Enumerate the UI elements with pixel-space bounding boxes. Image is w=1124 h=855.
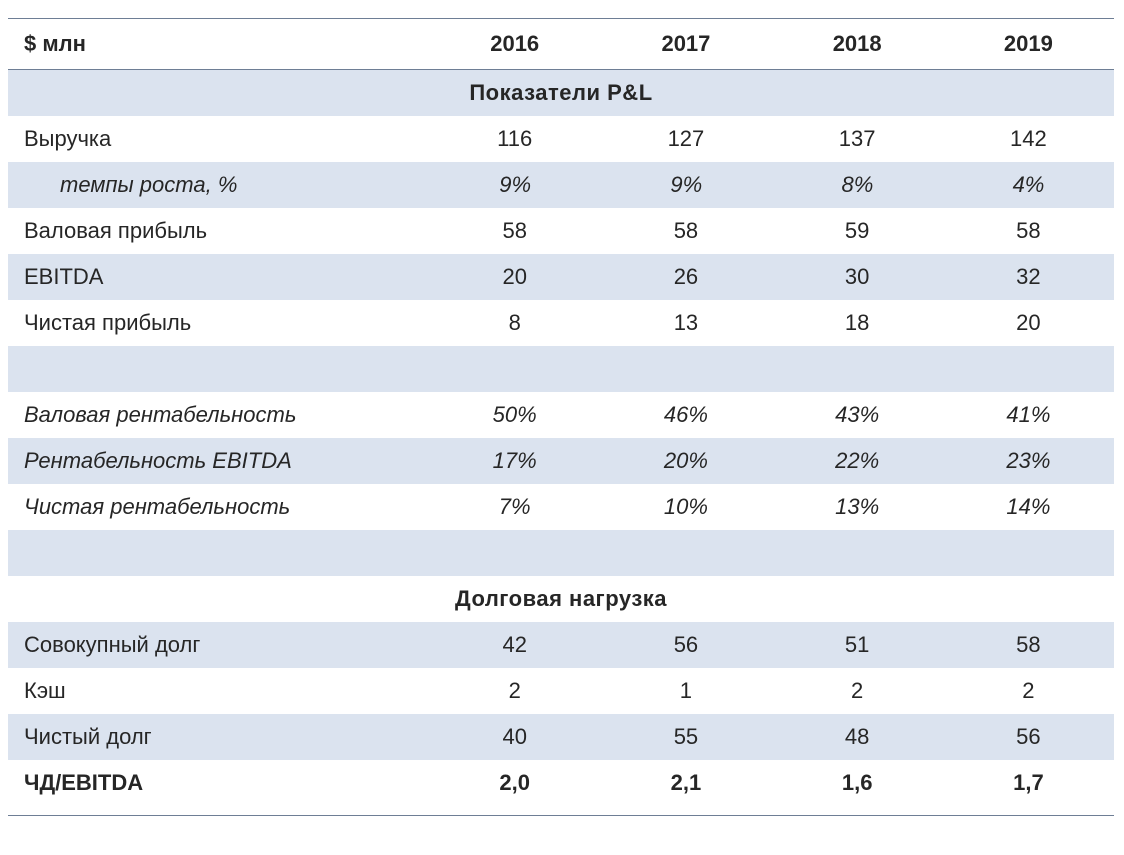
value-cell: 127: [667, 126, 705, 151]
section-debt: Долговая нагрузка: [8, 576, 1114, 622]
value-cell: 1: [679, 678, 693, 703]
value-cell: 17%: [492, 448, 537, 473]
table-row-cash: Кэш 2 1 2 2: [8, 668, 1114, 714]
value-cell: 42: [502, 632, 527, 657]
value-cell: 18: [844, 310, 870, 335]
value-cell: 10%: [663, 494, 708, 519]
row-label: Чистая рентабельность: [24, 494, 291, 519]
section-debt-title: Долговая нагрузка: [455, 586, 667, 611]
table-row-net-debt: Чистый долг 40 55 48 56: [8, 714, 1114, 760]
value-cell: 137: [838, 126, 876, 151]
row-label: Рентабельность EBITDA: [24, 448, 292, 473]
value-cell: 7%: [498, 494, 531, 519]
table-row-growth: темпы роста, % 9% 9% 8% 4%: [8, 162, 1114, 208]
table-row-nd-ebitda: ЧД/EBITDA 2,0 2,1 1,6 1,7: [8, 760, 1114, 806]
table-row-ebitda-margin: Рентабельность EBITDA 17% 20% 22% 23%: [8, 438, 1114, 484]
table-row-net-margin: Чистая рентабельность 7% 10% 13% 14%: [8, 484, 1114, 530]
section-pl: Показатели P&L: [8, 70, 1114, 116]
table-bottom-rule: [8, 815, 1114, 816]
value-cell: 46%: [663, 402, 708, 427]
value-cell: 2,1: [670, 770, 702, 795]
row-label: темпы роста, %: [60, 172, 238, 197]
spacer-row: [8, 346, 1114, 392]
value-cell: 32: [1016, 264, 1041, 289]
value-cell: 59: [844, 218, 870, 243]
table-row-revenue: Выручка 116 127 137 142: [8, 116, 1114, 162]
row-label: Кэш: [24, 678, 66, 703]
value-cell: 20: [1016, 310, 1041, 335]
value-cell: 20%: [663, 448, 708, 473]
table-row-net-income: Чистая прибыль 8 13 18 20: [8, 300, 1114, 346]
row-label: Чистая прибыль: [24, 310, 192, 335]
value-cell: 13%: [835, 494, 880, 519]
value-cell: 22%: [835, 448, 880, 473]
row-label: EBITDA: [24, 264, 104, 289]
table-row-gross-profit: Валовая прибыль 58 58 59 58: [8, 208, 1114, 254]
row-label: Валовая прибыль: [24, 218, 208, 243]
financial-table: $ млн 2016 2017 2018 2019 Показатели P&L…: [8, 18, 1114, 806]
value-cell: 14%: [1006, 494, 1051, 519]
value-cell: 1,6: [841, 770, 873, 795]
table-top-rule: [8, 18, 1114, 19]
spacer-row: [8, 530, 1114, 576]
value-cell: 26: [673, 264, 699, 289]
value-cell: 50%: [492, 402, 537, 427]
value-cell: 30: [844, 264, 870, 289]
value-cell: 2: [851, 678, 864, 703]
value-cell: 13: [673, 310, 699, 335]
value-cell: 58: [1016, 632, 1041, 657]
value-cell: 20: [502, 264, 527, 289]
value-cell: 48: [844, 724, 870, 749]
value-cell: 58: [673, 218, 699, 243]
table-header-row: $ млн 2016 2017 2018 2019: [8, 18, 1114, 70]
value-cell: 58: [502, 218, 527, 243]
value-cell: 2: [1022, 678, 1035, 703]
value-cell: 23%: [1006, 448, 1051, 473]
value-cell: 51: [844, 632, 870, 657]
value-cell: 2: [508, 678, 521, 703]
value-cell: 2,0: [499, 770, 530, 795]
year-2018-header: 2018: [832, 30, 882, 56]
value-cell: 56: [673, 632, 699, 657]
value-cell: 9%: [670, 172, 703, 197]
value-cell: 8: [508, 310, 521, 335]
year-2019-header: 2019: [1003, 30, 1053, 56]
value-cell: 58: [1016, 218, 1041, 243]
table-row-ebitda: EBITDA 20 26 30 32: [8, 254, 1114, 300]
value-cell: 4%: [1012, 172, 1045, 197]
row-label: Валовая рентабельность: [24, 402, 297, 427]
value-cell: 56: [1016, 724, 1041, 749]
row-label: Совокупный долг: [24, 632, 201, 657]
value-cell: 1,7: [1013, 770, 1044, 795]
value-cell: 8%: [841, 172, 874, 197]
value-cell: 40: [502, 724, 527, 749]
table-row-total-debt: Совокупный долг 42 56 51 58: [8, 622, 1114, 668]
section-pl-title: Показатели P&L: [469, 80, 653, 105]
row-label: Выручка: [24, 126, 112, 151]
value-cell: 43%: [835, 402, 880, 427]
value-cell: 116: [497, 126, 533, 151]
value-cell: 41%: [1006, 402, 1051, 427]
row-label: Чистый долг: [24, 724, 152, 749]
row-label: ЧД/EBITDA: [24, 770, 144, 795]
year-2016-header: 2016: [490, 30, 540, 56]
value-cell: 9%: [499, 172, 532, 197]
unit-label: $ млн: [24, 30, 86, 56]
year-2017-header: 2017: [661, 30, 711, 56]
table-row-gross-margin: Валовая рентабельность 50% 46% 43% 41%: [8, 392, 1114, 438]
value-cell: 55: [673, 724, 699, 749]
value-cell: 142: [1010, 126, 1047, 151]
